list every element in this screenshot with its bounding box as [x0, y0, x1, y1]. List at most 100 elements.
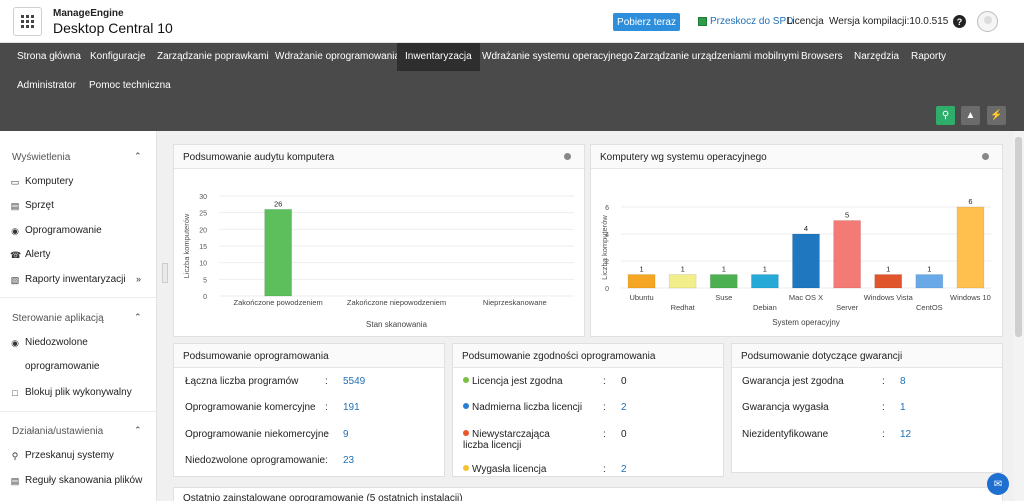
colon: : [603, 429, 606, 440]
chevron-up-icon[interactable]: ⌃ [134, 312, 142, 322]
bar [792, 233, 820, 289]
x-tick-label: Ubuntu [629, 293, 653, 302]
avatar[interactable] [977, 11, 998, 32]
nav-item-1[interactable]: Strona główna [17, 51, 81, 62]
os-chart: 0 2 4 6 Liczba komputerów 1 Ubuntu 1 Redhat 1 Suse… [600, 197, 991, 327]
audit-chart: 0 5 10 15 20 25 30 Liczba komputerów 26 Zakończon… [182, 194, 574, 329]
nav-item-6[interactable]: Wdrażanie systemu operacyjnego [482, 51, 633, 62]
x-tick-label: Mac OS X [789, 293, 823, 302]
x-tick-label: Nieprzeskanowane [483, 298, 547, 307]
data-label: 1 [886, 265, 890, 274]
build-version: Wersja kompilacji:10.0.515 [829, 16, 949, 27]
software-row-label: Oprogramowanie komercyjne [185, 402, 316, 413]
sidebar-item-block-executable[interactable]: □ Blokuj plik wykonywalny [10, 387, 131, 398]
page-scrollbar[interactable] [1013, 131, 1024, 501]
software-row-label: Niedozwolone oprogramowanie [185, 455, 326, 466]
compliance-row-label: Niewystarczająca liczba licencji [463, 429, 550, 451]
sidebar-splitter-handle[interactable] [162, 263, 168, 283]
blocked-icon: ◉ [11, 338, 19, 348]
status-dot [463, 403, 469, 409]
sidebar-item-prohibited-software[interactable]: ◉ Niedozwolone oprogramowanie [11, 337, 100, 372]
warranty-summary-card: Podsumowanie dotyczące gwarancji Gwaranc… [731, 343, 1003, 473]
rocket-icon[interactable]: ▲ [961, 106, 980, 125]
nav-item-2[interactable]: Konfiguracje [90, 51, 146, 62]
bar [750, 274, 779, 289]
warranty-row-value[interactable]: 12 [900, 429, 912, 440]
nav-item-4[interactable]: Wdrażanie oprogramowania [275, 51, 401, 62]
compliance-row-value[interactable]: 2 [621, 464, 627, 475]
nav-item-8[interactable]: Browsers [801, 51, 843, 62]
scrollbar-thumb[interactable] [1015, 137, 1022, 337]
software-row-label: Łączna liczba programów [185, 376, 299, 387]
brand-product: Desktop Central 10 [53, 20, 173, 36]
software-row-value[interactable]: 9 [343, 429, 349, 440]
bar [668, 274, 697, 289]
sidebar-item-hardware[interactable]: ▤ Sprzęt [10, 200, 54, 211]
app-grid-button[interactable] [13, 7, 42, 36]
software-row-label: Oprogramowanie niekomercyjne [185, 429, 329, 440]
warranty-row-value[interactable]: 1 [900, 402, 906, 413]
brand-vendor: ManageEngine [53, 8, 124, 19]
compliance-row-label: Nadmierna liczba licencji [463, 402, 582, 413]
software-row-value[interactable]: 5549 [343, 376, 366, 387]
sidebar-divider [0, 297, 156, 298]
x-tick-label: Suse [715, 293, 732, 302]
colon: : [603, 464, 606, 475]
sidebar-item-alerts[interactable]: ☎ Alerty [10, 249, 51, 260]
y-tick-label: 15 [199, 244, 207, 251]
bar [874, 274, 903, 289]
sidebar-section-app-control[interactable]: Sterowanie aplikacją [12, 313, 104, 324]
sidebar-item-scan-systems[interactable]: ⚲ Przeskanuj systemy [11, 450, 114, 461]
software-summary-title: Podsumowanie oprogramowania [174, 344, 444, 368]
sidebar-item-software[interactable]: ◉ Oprogramowanie [11, 225, 102, 236]
nav-item-11[interactable]: Administrator [17, 80, 76, 91]
rules-icon: ▤ [10, 475, 20, 486]
x-tick-label: Debian [753, 303, 777, 312]
chevron-up-icon[interactable]: ⌃ [134, 425, 142, 435]
compliance-row-value[interactable]: 2 [621, 402, 627, 413]
compliance-row-value: 0 [621, 376, 627, 387]
colon: : [882, 402, 885, 413]
colon: : [603, 376, 606, 387]
nav-item-3[interactable]: Zarządzanie poprawkami [157, 51, 269, 62]
report-icon: ▧ [10, 274, 20, 285]
sidebar-item-file-scan-rules[interactable]: ▤ Reguły skanowania plików [10, 475, 143, 486]
y-axis-label: Liczba komputerów [600, 215, 609, 280]
search-icon[interactable]: ⚲ [936, 106, 955, 125]
sidebar-section-views[interactable]: Wyświetlenia [12, 152, 71, 163]
data-label: 26 [274, 199, 282, 208]
colon: : [325, 455, 328, 466]
download-button[interactable]: Pobierz teraz [613, 13, 680, 31]
compliance-summary-card: Podsumowanie zgodności oprogramowania Li… [452, 343, 724, 477]
compliance-summary-title: Podsumowanie zgodności oprogramowania [453, 344, 723, 368]
software-row-value[interactable]: 23 [343, 455, 355, 466]
data-label: 1 [681, 265, 685, 274]
bolt-icon[interactable]: ⚡ [987, 106, 1006, 125]
brand-logo[interactable]: ManageEngine Desktop Central 10 [53, 8, 173, 36]
nav-item-10[interactable]: Raporty [911, 51, 947, 62]
nav-item-9[interactable]: Narzędzia [854, 51, 900, 62]
software-row-value[interactable]: 191 [343, 402, 360, 413]
sidebar-item-computers[interactable]: ▭ Komputery [10, 176, 74, 187]
warranty-row-value[interactable]: 8 [900, 376, 906, 387]
warranty-row-label: Gwarancja wygasła [742, 402, 829, 413]
sidebar-item-inventory-reports[interactable]: ▧ Raporty inwentaryzacji [10, 274, 126, 285]
colon: : [325, 429, 328, 440]
nav-item-5[interactable]: Inwentaryzacja [397, 43, 480, 71]
top-header: ManageEngine Desktop Central 10 Pobierz … [0, 0, 1024, 43]
help-icon[interactable]: ? [953, 15, 966, 28]
sidebar-section-actions[interactable]: Działania/ustawienia [12, 426, 104, 437]
data-label: 1 [927, 265, 931, 274]
nav-item-7[interactable]: Zarządzanie urządzeniami mobilnymi [634, 51, 800, 62]
license-link[interactable]: Licencja [787, 16, 824, 27]
nav-item-12[interactable]: Pomoc techniczna [89, 80, 171, 91]
chevron-up-icon[interactable]: ⌃ [134, 151, 142, 161]
x-tick-label: Zakończone powodzeniem [234, 298, 323, 307]
grid-icon [21, 15, 34, 28]
compliance-row-label: Wygasła licencja [463, 464, 546, 475]
spd-link[interactable]: Przeskocz do SPD [698, 16, 793, 27]
settings-icon[interactable] [564, 153, 571, 160]
expand-icon[interactable]: » [136, 274, 142, 284]
chat-icon[interactable]: ✉ [987, 473, 1009, 495]
settings-icon[interactable] [982, 153, 989, 160]
